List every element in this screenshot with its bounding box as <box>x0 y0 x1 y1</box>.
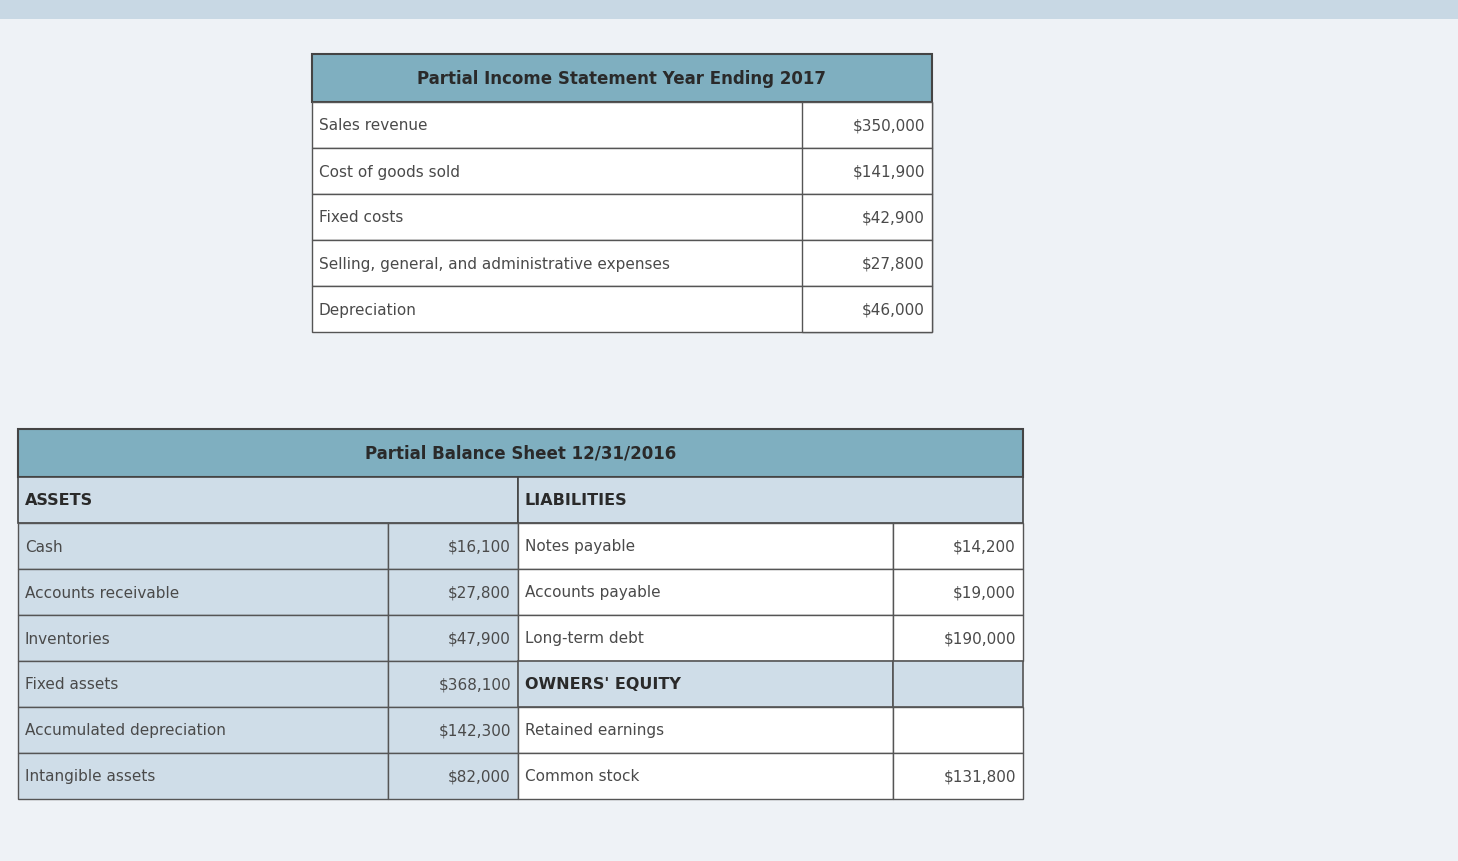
Text: $141,900: $141,900 <box>853 164 924 179</box>
Bar <box>17 523 388 569</box>
Text: Fixed costs: Fixed costs <box>319 210 404 226</box>
Text: $142,300: $142,300 <box>439 722 510 738</box>
Bar <box>388 661 518 707</box>
Text: Intangible assets: Intangible assets <box>25 769 156 784</box>
Bar <box>17 478 518 523</box>
Bar <box>388 569 518 616</box>
Bar <box>388 707 518 753</box>
Bar <box>388 753 518 799</box>
Text: $190,000: $190,000 <box>943 631 1016 646</box>
Bar <box>518 661 892 707</box>
Text: $350,000: $350,000 <box>853 118 924 133</box>
Bar <box>518 523 892 569</box>
Text: Partial Income Statement Year Ending 2017: Partial Income Statement Year Ending 201… <box>417 70 827 88</box>
Bar <box>802 241 932 287</box>
Bar <box>802 149 932 195</box>
Bar <box>312 149 932 195</box>
Bar <box>17 616 388 661</box>
Bar <box>312 102 932 149</box>
Text: Inventories: Inventories <box>25 631 111 646</box>
Text: ASSETS: ASSETS <box>25 493 93 508</box>
Text: $27,800: $27,800 <box>862 257 924 271</box>
Bar <box>17 430 1024 478</box>
Bar <box>312 55 932 102</box>
Bar <box>17 753 388 799</box>
Bar <box>518 707 892 753</box>
Text: $27,800: $27,800 <box>448 585 510 600</box>
Text: $82,000: $82,000 <box>448 769 510 784</box>
Text: $42,900: $42,900 <box>862 210 924 226</box>
Bar <box>518 478 1024 523</box>
Text: OWNERS' EQUITY: OWNERS' EQUITY <box>525 677 681 691</box>
Bar <box>17 569 388 616</box>
Bar <box>312 287 932 332</box>
Text: Cost of goods sold: Cost of goods sold <box>319 164 461 179</box>
Bar <box>892 523 1024 569</box>
Text: Accumulated depreciation: Accumulated depreciation <box>25 722 226 738</box>
Text: Selling, general, and administrative expenses: Selling, general, and administrative exp… <box>319 257 671 271</box>
Bar <box>312 195 932 241</box>
Text: $131,800: $131,800 <box>943 769 1016 784</box>
Bar <box>802 102 932 149</box>
Bar <box>388 523 518 569</box>
Bar <box>892 661 1024 707</box>
Bar <box>0 0 1458 20</box>
Text: Depreciation: Depreciation <box>319 302 417 317</box>
Text: $14,200: $14,200 <box>954 539 1016 554</box>
Text: Partial Balance Sheet 12/31/2016: Partial Balance Sheet 12/31/2016 <box>364 444 677 462</box>
Text: Long-term debt: Long-term debt <box>525 631 644 646</box>
Bar <box>892 707 1024 753</box>
Bar <box>802 287 932 332</box>
Bar <box>518 569 892 616</box>
Text: Sales revenue: Sales revenue <box>319 118 427 133</box>
Text: Fixed assets: Fixed assets <box>25 677 118 691</box>
Bar <box>892 616 1024 661</box>
Text: Accounts receivable: Accounts receivable <box>25 585 179 600</box>
Bar <box>17 707 388 753</box>
Bar <box>312 241 932 287</box>
Text: $368,100: $368,100 <box>439 677 510 691</box>
Bar <box>518 753 892 799</box>
Text: Retained earnings: Retained earnings <box>525 722 665 738</box>
Bar <box>892 569 1024 616</box>
Bar <box>17 661 388 707</box>
Text: $16,100: $16,100 <box>448 539 510 554</box>
Text: LIABILITIES: LIABILITIES <box>525 493 627 508</box>
Bar <box>518 616 892 661</box>
Text: Accounts payable: Accounts payable <box>525 585 660 600</box>
Bar <box>892 753 1024 799</box>
Text: Common stock: Common stock <box>525 769 640 784</box>
Text: $46,000: $46,000 <box>862 302 924 317</box>
Bar <box>388 616 518 661</box>
Bar <box>802 195 932 241</box>
Text: $19,000: $19,000 <box>954 585 1016 600</box>
Text: $47,900: $47,900 <box>448 631 510 646</box>
Text: Notes payable: Notes payable <box>525 539 636 554</box>
Text: Cash: Cash <box>25 539 63 554</box>
